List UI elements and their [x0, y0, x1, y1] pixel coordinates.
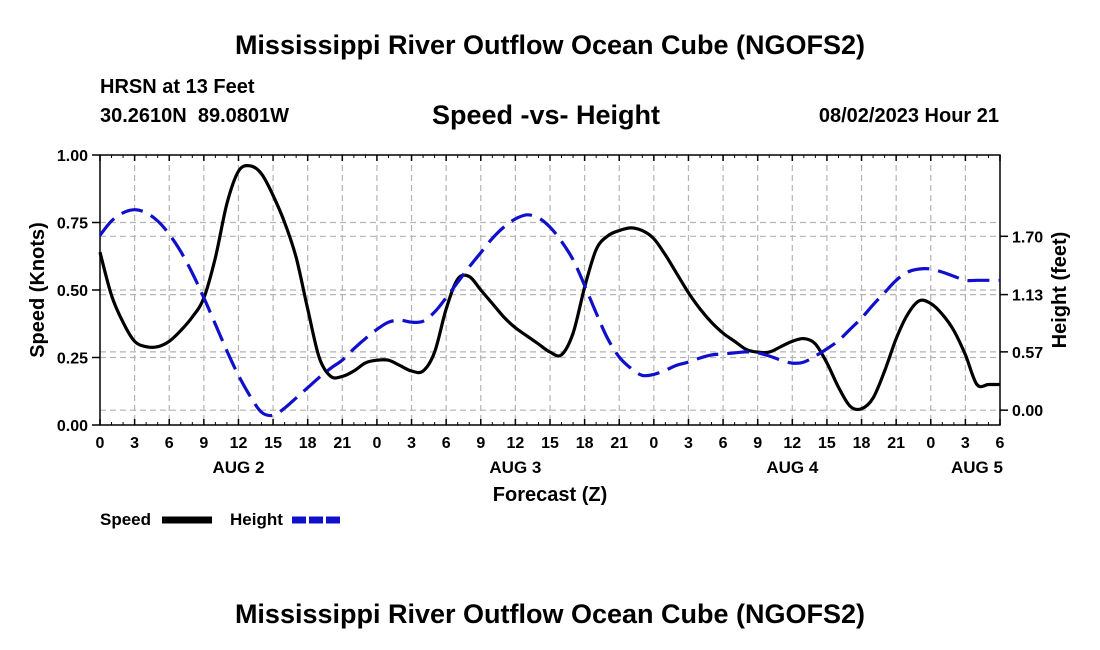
x-tick-label: 21: [887, 435, 905, 452]
x-tick-label: 12: [506, 435, 524, 452]
y-tick-label: 1.00: [57, 148, 88, 165]
x-tick-label: 9: [753, 435, 762, 452]
x-tick-label: 0: [372, 435, 381, 452]
x-tick-label: 3: [130, 435, 139, 452]
x-tick-label: 18: [299, 435, 317, 452]
x-tick-label: 3: [407, 435, 416, 452]
station-coords: 30.2610N 89.0801W: [100, 105, 290, 127]
forecast-datetime: 08/02/2023 Hour 21: [818, 105, 999, 127]
series-lines: [98, 163, 1000, 418]
x-tick-label: 0: [649, 435, 658, 452]
day-label: AUG 2: [212, 458, 264, 477]
legend-label-speed: Speed: [100, 510, 151, 529]
y2-axis-label: Height (feet): [1049, 232, 1071, 349]
x-tick-label: 9: [476, 435, 485, 452]
x-tick-label: 21: [610, 435, 628, 452]
x-tick-label: 6: [719, 435, 728, 452]
x-tick-label: 12: [783, 435, 801, 452]
x-tick-label: 6: [442, 435, 451, 452]
footer-title: Mississippi River Outflow Ocean Cube (NG…: [234, 599, 866, 629]
x-tick-label: 15: [264, 435, 282, 452]
y-tick-label: 0.75: [57, 216, 88, 233]
x-tick-label: 0: [96, 435, 105, 452]
day-label: AUG 5: [951, 458, 1003, 477]
y-tick-label: 0.25: [57, 351, 88, 368]
chart-title: Mississippi River Outflow Ocean Cube (NG…: [234, 30, 866, 60]
legend: Speed Height: [100, 510, 342, 529]
x-tick-label: 18: [576, 435, 594, 452]
x-tick-label: 15: [541, 435, 559, 452]
grid-lines: [100, 155, 1000, 425]
y2-tick-label: 0.00: [1012, 403, 1043, 420]
x-tick-label: 6: [165, 435, 174, 452]
y-axis-label: Speed (Knots): [27, 222, 49, 358]
series-line-speed: [98, 163, 1000, 412]
x-axis-label: Forecast (Z): [493, 484, 607, 506]
x-tick-label: 3: [684, 435, 693, 452]
x-tick-label: 12: [230, 435, 248, 452]
station-label: HRSN at 13 Feet: [100, 76, 255, 98]
x-tick-label: 18: [853, 435, 871, 452]
y-tick-label: 0.00: [57, 418, 88, 435]
series-line-height: [98, 208, 1000, 418]
legend-label-height: Height: [230, 510, 283, 529]
x-tick-label: 21: [333, 435, 351, 452]
x-tick-label: 3: [961, 435, 970, 452]
axes: 0 3 6 9 12 15 18 21 0 3 6 9 12 15 18 21 0 3 6 9 12 15 18 21 0 3 6 A…: [57, 148, 1043, 477]
y2-tick-label: 1.13: [1012, 288, 1043, 305]
day-label: AUG 4: [766, 458, 819, 477]
axis-labels: Forecast (Z) Speed (Knots) Height (feet): [27, 222, 1071, 506]
y-tick-label: 0.50: [57, 283, 88, 300]
x-tick-label: 0: [926, 435, 935, 452]
x-tick-label: 15: [818, 435, 836, 452]
y2-tick-label: 1.70: [1012, 229, 1043, 246]
y2-tick-label: 0.57: [1012, 345, 1043, 362]
chart-subtitle: Speed -vs- Height: [432, 100, 661, 130]
x-tick-label: 9: [199, 435, 208, 452]
day-label: AUG 3: [489, 458, 541, 477]
x-tick-label: 6: [996, 435, 1005, 452]
